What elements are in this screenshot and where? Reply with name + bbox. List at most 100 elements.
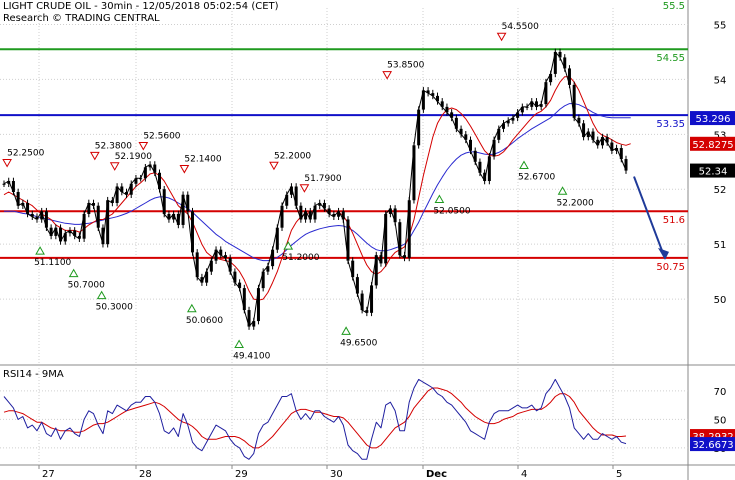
price-candle bbox=[412, 145, 416, 201]
price-candle bbox=[384, 213, 388, 264]
price-candle bbox=[252, 321, 256, 327]
price-candle bbox=[322, 202, 326, 209]
price-candle bbox=[355, 277, 359, 294]
swing-low-label: 50.3000 bbox=[96, 303, 133, 313]
price-candle bbox=[275, 227, 279, 250]
swing-high-label: 53.8500 bbox=[387, 61, 424, 71]
swing-high-marker bbox=[109, 162, 120, 171]
price-candle bbox=[388, 208, 392, 214]
price-candle bbox=[16, 191, 20, 206]
price-candle bbox=[11, 181, 15, 192]
level-label: 53.35 bbox=[656, 119, 685, 130]
price-tick-label: 54 bbox=[714, 75, 727, 86]
price-candle bbox=[426, 90, 430, 94]
price-candle bbox=[181, 194, 185, 225]
price-candle bbox=[7, 181, 11, 184]
swing-low-label: 52.2000 bbox=[557, 198, 594, 208]
time-tick-label: 29 bbox=[235, 469, 248, 480]
price-candle bbox=[167, 213, 171, 220]
price-candle bbox=[228, 257, 232, 272]
price-candle bbox=[162, 189, 166, 214]
price-candle bbox=[143, 167, 147, 179]
price-candle bbox=[299, 205, 303, 220]
swing-low-marker bbox=[519, 160, 529, 169]
chart-source: Research © TRADING CENTRAL bbox=[3, 13, 160, 24]
price-candle bbox=[421, 90, 425, 110]
price-candle bbox=[610, 142, 614, 151]
price-candle bbox=[398, 222, 402, 256]
level-label: 55.5 bbox=[663, 1, 685, 12]
price-candle bbox=[294, 186, 298, 206]
swing-high-marker bbox=[89, 151, 100, 161]
price-candle bbox=[511, 117, 515, 121]
price-candle bbox=[200, 277, 204, 283]
swing-high-marker bbox=[496, 32, 507, 42]
price-badge bbox=[690, 163, 735, 178]
price-candle bbox=[600, 137, 604, 146]
swing-low-label: 49.4100 bbox=[233, 351, 270, 361]
price-candle bbox=[266, 266, 270, 272]
price-candle bbox=[59, 227, 63, 242]
swing-low-marker bbox=[557, 186, 568, 195]
price-candle bbox=[271, 249, 275, 267]
swing-low-label: 51.1100 bbox=[34, 258, 71, 268]
price-candle bbox=[459, 128, 463, 135]
price-candle bbox=[478, 161, 482, 173]
price-candle bbox=[534, 101, 538, 107]
price-badge-label: 53.296 bbox=[696, 114, 731, 125]
rsi-badge-label: 32.6673 bbox=[692, 440, 733, 451]
price-candle bbox=[54, 227, 58, 236]
price-candle bbox=[44, 211, 48, 228]
price-tick-label: 51 bbox=[714, 240, 727, 251]
swing-low-marker bbox=[283, 241, 294, 250]
swing-high-marker bbox=[269, 161, 279, 171]
price-tick-label: 50 bbox=[714, 295, 727, 306]
price-candle bbox=[487, 156, 491, 182]
price-candle bbox=[308, 211, 312, 220]
price-candle bbox=[125, 191, 129, 195]
rsi-panel: 305070 bbox=[0, 378, 726, 460]
price-candle bbox=[577, 117, 581, 124]
swing-high-marker bbox=[179, 165, 190, 174]
swing-high-label: 51.7900 bbox=[304, 174, 341, 184]
price-candle bbox=[304, 211, 308, 220]
axes: 50 51 52 53 54 55 27 28 29 30 Dec 4 5 bbox=[38, 20, 727, 480]
time-tick-label: 27 bbox=[42, 469, 55, 480]
price-candle bbox=[63, 233, 67, 242]
rsi-badge bbox=[690, 437, 735, 452]
price-candle bbox=[73, 230, 77, 236]
price-candle bbox=[190, 211, 194, 253]
swing-high-marker bbox=[138, 141, 149, 151]
price-candle bbox=[346, 219, 350, 261]
price-candle bbox=[223, 255, 227, 258]
swing-high-marker bbox=[2, 159, 12, 168]
forecast-arrow bbox=[633, 176, 665, 257]
price-candle bbox=[82, 213, 86, 239]
swing-low-label: 51.2000 bbox=[282, 253, 319, 263]
forecast-arrowhead bbox=[658, 247, 669, 260]
swing-low-marker bbox=[68, 268, 79, 278]
swing-high-label: 52.2500 bbox=[7, 149, 44, 159]
price-candle bbox=[233, 271, 237, 283]
price-candle bbox=[501, 123, 505, 129]
price-candle bbox=[407, 200, 411, 258]
price-tick-label: 52 bbox=[714, 185, 727, 196]
time-tick-label: 5 bbox=[616, 469, 622, 480]
price-candle bbox=[26, 202, 30, 214]
price-candle bbox=[101, 227, 105, 245]
price-candle bbox=[92, 202, 96, 206]
swing-low-marker bbox=[341, 326, 351, 335]
swing-high-label: 54.5500 bbox=[502, 22, 539, 32]
price-candle bbox=[337, 211, 341, 217]
price-candle bbox=[209, 260, 213, 272]
price-candle bbox=[520, 106, 524, 113]
swing-low-label: 50.0600 bbox=[186, 316, 223, 326]
price-candle bbox=[87, 202, 91, 214]
price-candle bbox=[2, 183, 6, 185]
price-candle bbox=[492, 139, 496, 157]
price-candle bbox=[35, 216, 39, 220]
price-candle bbox=[619, 148, 623, 160]
time-tick-label: Dec bbox=[426, 469, 447, 480]
chart-title: LIGHT CRUDE OIL - 30min - 12/05/2018 05:… bbox=[3, 1, 279, 12]
